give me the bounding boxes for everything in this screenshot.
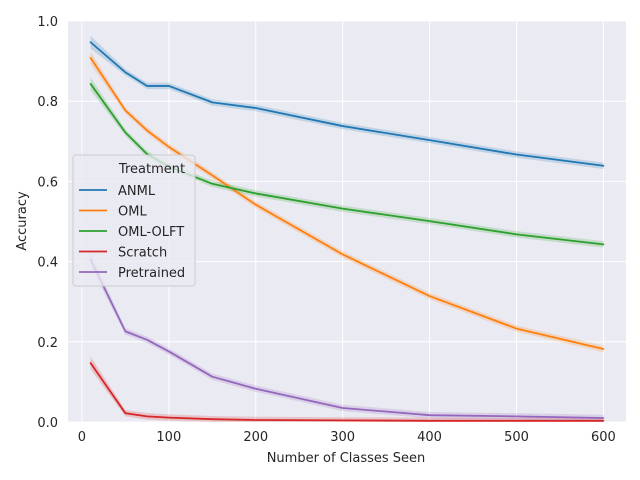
legend-box: [72, 154, 196, 287]
x-tick-label: 100: [156, 430, 181, 445]
series-lines: [89, 41, 605, 422]
x-tick-label: 400: [417, 430, 442, 445]
series-line-pretrained: [89, 258, 605, 419]
series-line-oml-olft: [89, 83, 605, 246]
legend-label-anml: ANML: [118, 184, 156, 199]
y-tick-label: 0.6: [37, 175, 58, 190]
x-tick-label: 0: [78, 430, 86, 445]
x-tick-label: 500: [504, 430, 529, 445]
x-tick-label: 600: [591, 430, 616, 445]
y-tick-label: 1.0: [37, 15, 58, 30]
legend-label-oml-olft: OML-OLFT: [118, 225, 184, 240]
legend: Treatment ANML OML OML-OLFT Scratch Pretrain…: [72, 154, 196, 287]
series-line-anml: [89, 41, 605, 167]
y-tick-label: 0.0: [37, 416, 58, 431]
y-axis-label: Accuracy: [15, 191, 30, 251]
series-line-scratch: [89, 362, 605, 422]
y-tick-label: 0.4: [37, 256, 58, 271]
y-tick-label: 0.8: [37, 95, 58, 110]
x-axis-label: Number of Classes Seen: [267, 451, 426, 466]
legend-label-pretrained: Pretrained: [118, 266, 185, 281]
legend-label-oml: OML: [118, 205, 147, 220]
y-tick-labels: 0.0 0.2 0.4 0.6 0.8 1.0: [37, 15, 58, 431]
legend-items: ANML OML OML-OLFT Scratch Pretrained: [79, 184, 185, 281]
legend-title: Treatment: [118, 162, 185, 177]
x-tick-label: 300: [330, 430, 355, 445]
x-tick-label: 200: [243, 430, 268, 445]
x-tick-labels: 0 100 200 300 400 500 600: [78, 430, 616, 445]
legend-label-scratch: Scratch: [118, 246, 167, 261]
y-tick-label: 0.2: [37, 336, 58, 351]
series-line-oml: [89, 56, 605, 350]
